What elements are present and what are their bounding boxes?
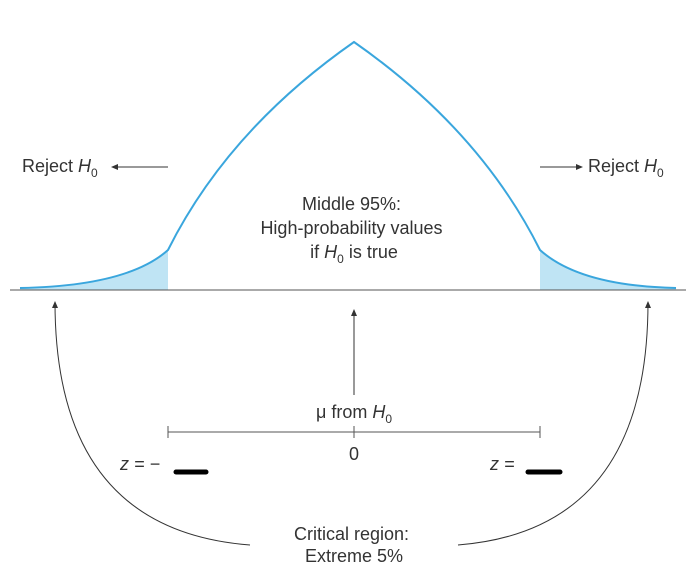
mu-from-h0-label: μ from H0	[316, 402, 392, 426]
z-neg-label: z = −	[119, 454, 160, 474]
z-pos-label: z =	[489, 454, 515, 474]
hypothesis-test-diagram: Reject H0 Reject H0 Middle 95%: High-pro…	[0, 0, 696, 584]
tail-curve-left	[55, 302, 250, 545]
right-critical-region	[540, 250, 676, 290]
critical-region-label: Critical region: Extreme 5%	[294, 524, 414, 566]
tail-curve-right	[458, 302, 648, 545]
left-critical-region	[20, 250, 168, 290]
middle-text: Middle 95%: High-probability values if H…	[260, 194, 447, 266]
zero-label: 0	[349, 444, 359, 464]
reject-right-label: Reject H0	[588, 156, 664, 180]
reject-left-label: Reject H0	[22, 156, 98, 180]
